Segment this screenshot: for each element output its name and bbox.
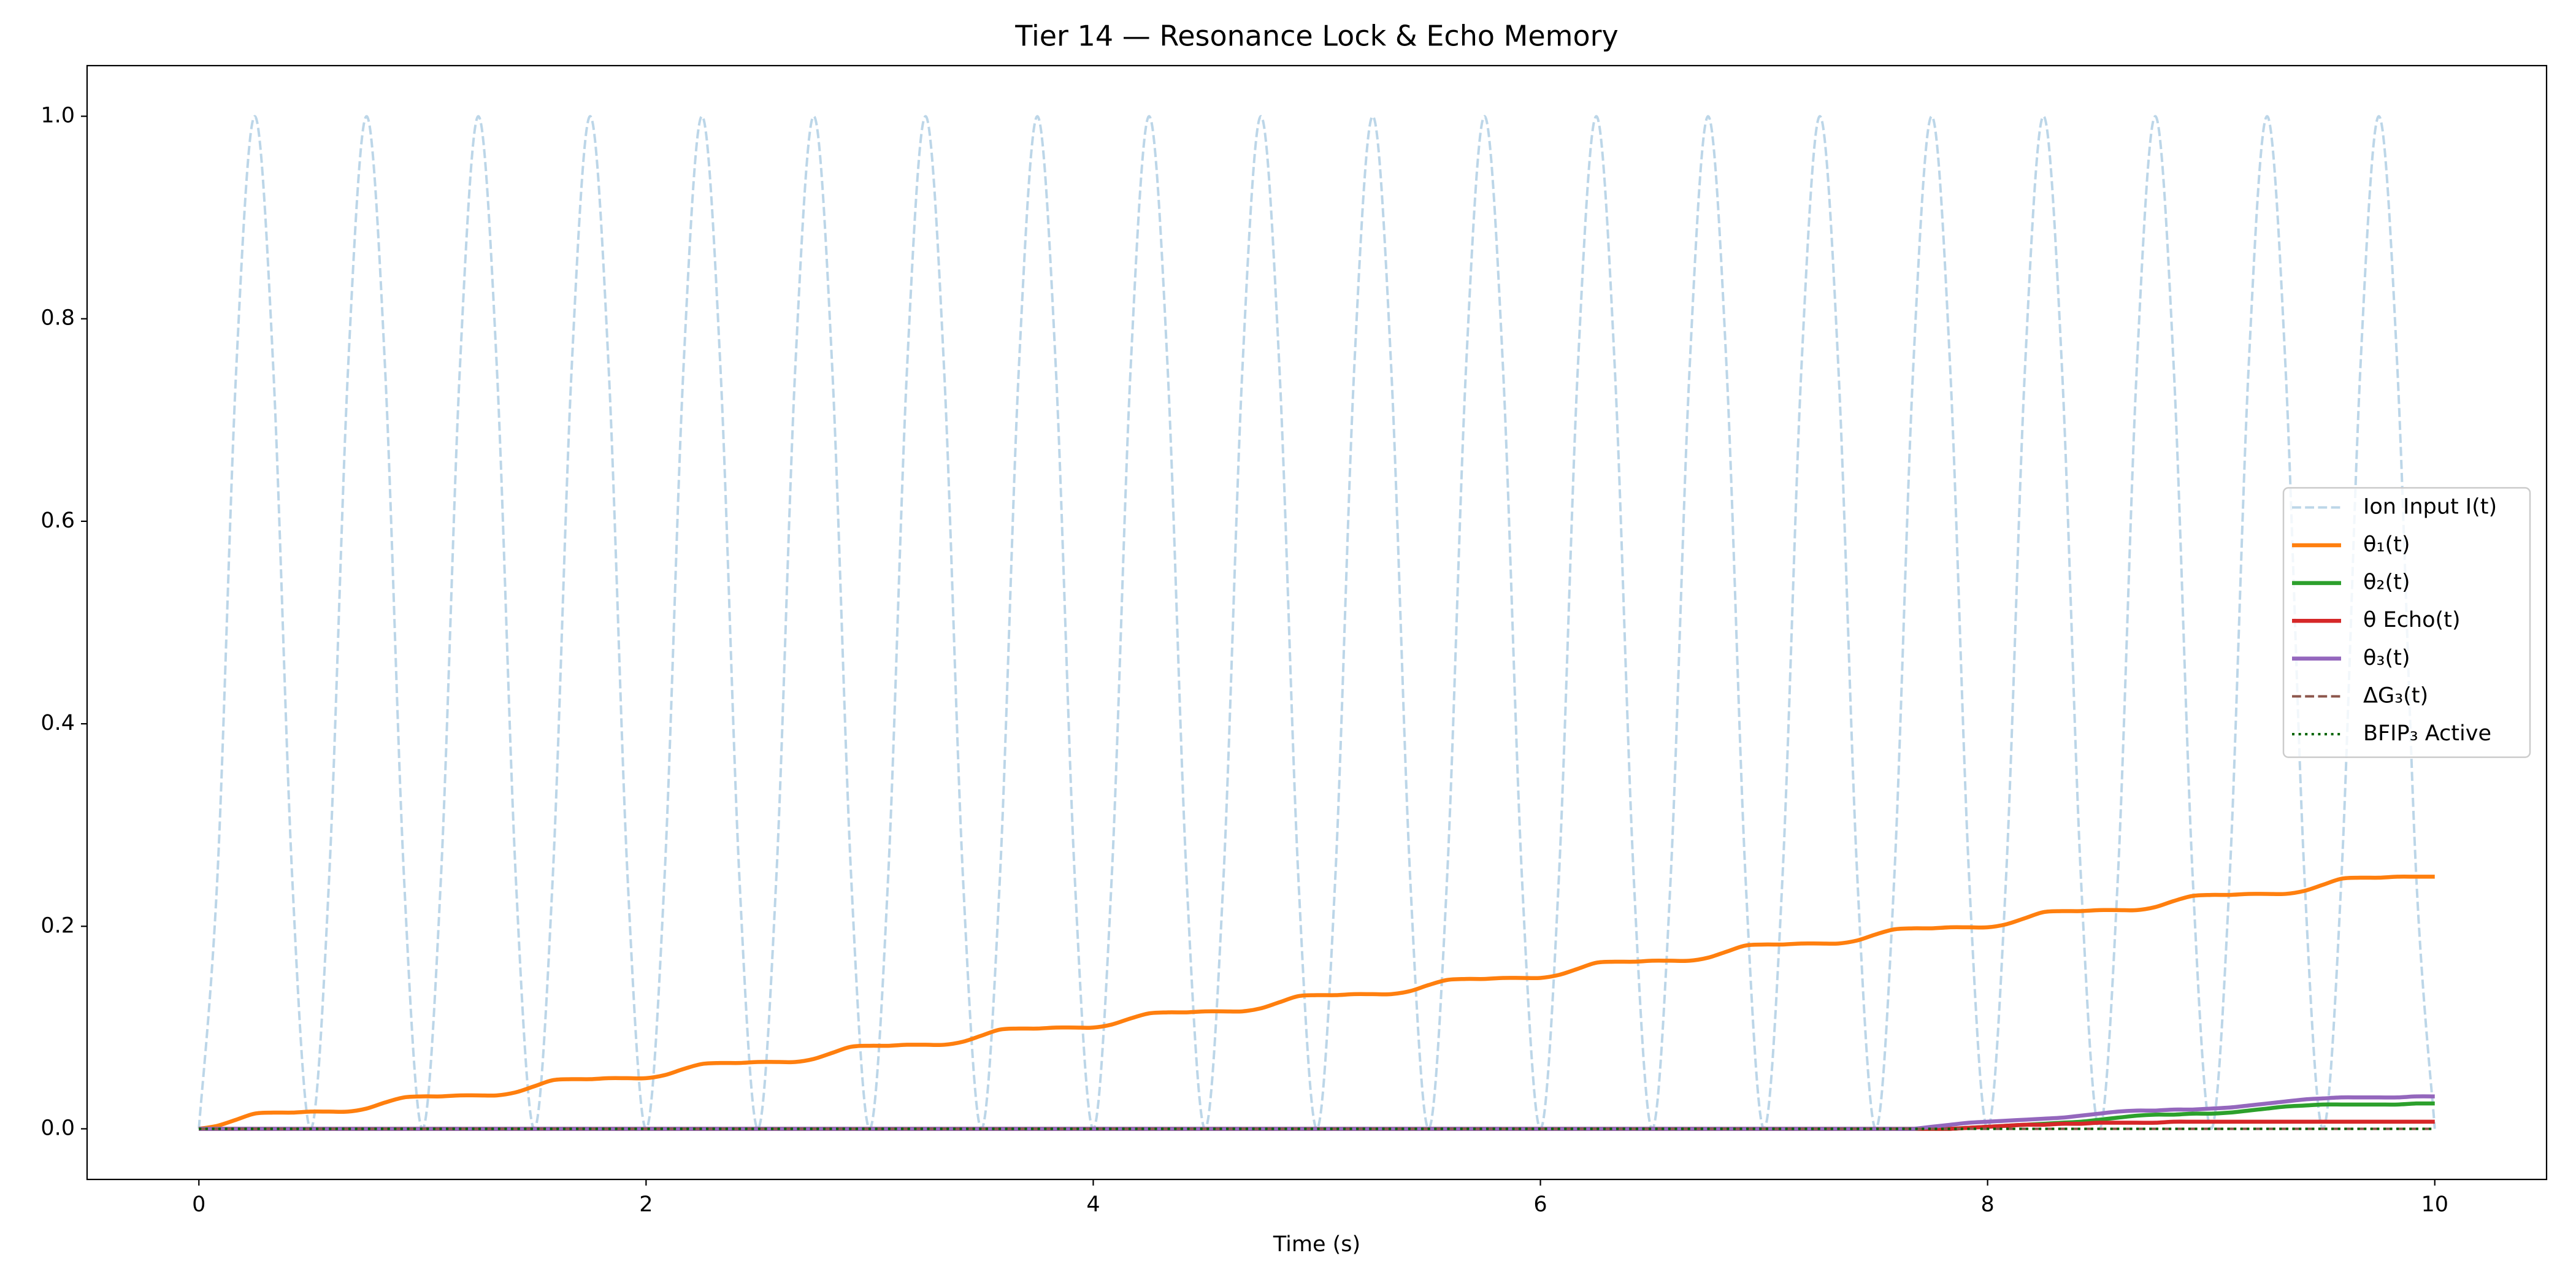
series-line	[198, 875, 2435, 1131]
x-tick-label: 2	[639, 1192, 653, 1217]
x-tick-label: 0	[192, 1192, 205, 1217]
legend-label: θ₁(t)	[2363, 532, 2410, 557]
legend-box	[2282, 487, 2531, 758]
series-group	[197, 115, 2436, 1131]
y-tick-label: 0.8	[40, 306, 75, 331]
x-axis-label: Time (s)	[1273, 1232, 1360, 1257]
legend-label: BFIP₃ Active	[2363, 721, 2491, 746]
y-tick-label: 1.0	[40, 104, 75, 128]
legend-label: θ₂(t)	[2363, 570, 2410, 595]
chart-title: Tier 14 — Resonance Lock & Echo Memory	[1014, 20, 1618, 53]
y-tick-label: 0.0	[40, 1116, 75, 1140]
series-line	[197, 115, 2436, 1130]
axes-frame	[86, 64, 2548, 1181]
x-tick-label: 10	[2421, 1192, 2448, 1217]
y-tick-label: 0.4	[40, 711, 75, 735]
legend-label: ΔG₃(t)	[2363, 683, 2428, 708]
x-tick-label: 8	[1980, 1192, 1994, 1217]
legend-label: Ion Input I(t)	[2363, 494, 2497, 519]
x-tick-label: 4	[1086, 1192, 1100, 1217]
x-tick-label: 6	[1533, 1192, 1547, 1217]
y-tick-label: 0.2	[40, 913, 75, 938]
legend-label: θ₃(t)	[2363, 646, 2410, 670]
legend-label: θ Echo(t)	[2363, 608, 2461, 632]
y-tick-label: 0.6	[40, 508, 75, 533]
